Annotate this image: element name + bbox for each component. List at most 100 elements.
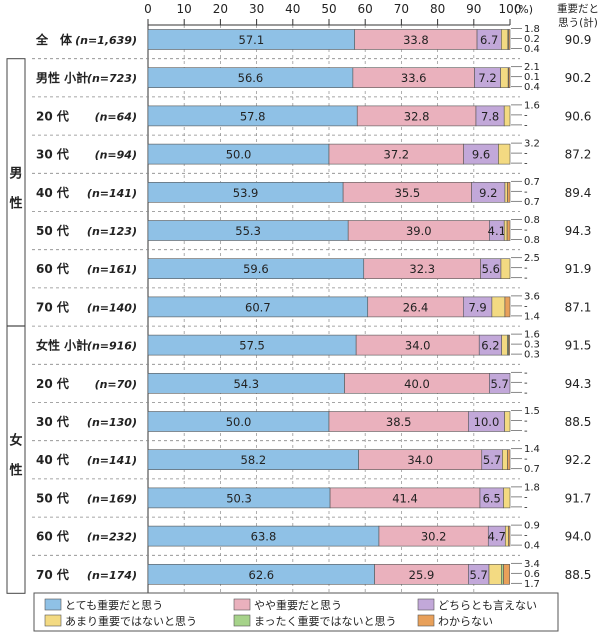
small-value-label: 1.6 — [524, 330, 540, 341]
x-tick-label: 20 — [213, 2, 228, 16]
total-header-line1: 重要だと — [557, 2, 599, 15]
row-label: 50 代 — [36, 223, 69, 238]
row-total-label: 88.5 — [565, 568, 592, 582]
group-bracket — [6, 325, 26, 594]
bar-segment — [507, 182, 511, 203]
legend-swatch — [417, 598, 435, 611]
bar-segment — [504, 296, 511, 318]
bar-value-label: 50.0 — [226, 148, 252, 162]
small-value-label: 3.6 — [524, 291, 540, 302]
small-value-label: 0.3 — [524, 340, 540, 351]
small-value-label: 1.7 — [524, 579, 540, 590]
small-value-label: 1.5 — [524, 406, 540, 417]
bar-segment — [503, 220, 508, 241]
small-value-label: 1.8 — [524, 24, 540, 35]
bar-value-label: 53.9 — [233, 186, 259, 200]
bar-segment — [507, 449, 511, 471]
bar-value-label: 57.5 — [239, 339, 265, 353]
group-label-char: 女 — [9, 433, 22, 449]
bar-segment — [503, 105, 511, 127]
group-bracket — [6, 58, 26, 327]
row-n-label: (n=169) — [87, 492, 137, 505]
small-value-label: - — [524, 110, 528, 121]
bar-value-label: 6.2 — [481, 339, 499, 353]
bar-segment — [501, 563, 504, 585]
legend-label: やや重要だと思う — [254, 598, 342, 612]
bar-segment — [508, 67, 511, 88]
row-label: 60 代 — [36, 529, 69, 544]
row-n-label: (n=123) — [87, 225, 137, 238]
small-value-label: 1.4 — [524, 311, 540, 322]
bar-value-label: 54.3 — [233, 377, 259, 391]
row-n-label: (n=70) — [95, 378, 137, 391]
bar-value-label: 10.0 — [474, 415, 500, 429]
row-label: 50 代 — [36, 490, 69, 505]
row-n-label: (n=232) — [87, 531, 137, 544]
bar-value-label: 33.6 — [401, 71, 427, 85]
x-unit-label: (%) — [514, 3, 533, 16]
bar-value-label: 32.3 — [409, 262, 435, 276]
x-tick-label: 10 — [177, 2, 192, 16]
row-n-label: (n=141) — [87, 454, 137, 467]
x-tick-label: 40 — [285, 2, 300, 16]
small-value-label: 2.1 — [524, 62, 540, 73]
legend-label: どちらとも言えない — [438, 599, 537, 612]
bar-value-label: 7.8 — [481, 109, 499, 123]
bar-value-label: 57.8 — [240, 109, 266, 123]
bar-segment — [501, 29, 509, 50]
x-tick-label: 60 — [358, 2, 373, 16]
small-value-label: - — [524, 502, 528, 513]
bar-row: 60 代 (n=161) 59.6 32.3 5.62.5--91.9 — [32, 249, 592, 284]
row-total-label: 91.9 — [565, 262, 592, 276]
row-total-label: 94.3 — [565, 377, 592, 391]
bar-segment — [500, 67, 509, 88]
bar-value-label: 7.2 — [478, 71, 496, 85]
bar-value-label: 62.6 — [249, 568, 275, 582]
legend-label: あまり重要ではないと思う — [65, 614, 197, 628]
bar-segment — [489, 372, 511, 394]
bar-row: 40 代 (n=141) 53.9 35.5 9.2 0.7-0.7 89.4 — [32, 172, 592, 208]
small-value-label: - — [524, 492, 528, 503]
bar-row: 全 体 (n=1,639) 57.1 33.8 6.7 1.80.20.4 90.9 — [35, 24, 591, 55]
row-total-label: 87.2 — [565, 148, 592, 162]
small-value-label: 0.4 — [524, 82, 540, 93]
bar-value-label: 34.0 — [405, 339, 431, 353]
bar-segment — [508, 525, 511, 547]
bar-value-label: 63.8 — [251, 530, 277, 544]
legend-label: わからない — [438, 615, 493, 628]
small-value-label: - — [524, 263, 528, 274]
small-value-label: 0.2 — [524, 34, 540, 45]
bar-segment — [508, 29, 511, 50]
row-total-label: 89.4 — [565, 186, 592, 200]
row-total-label: 87.1 — [565, 300, 592, 314]
row-total-label: 94.3 — [565, 224, 592, 238]
bar-rows: 全 体 (n=1,639) 57.1 33.8 6.71.80.20.490.9男性 小… — [32, 24, 591, 590]
bar-row: 40 代 (n=141) 58.2 34.0 5.7 1.4-0.7 92.2 — [32, 440, 591, 475]
row-total-label: 90.2 — [565, 71, 592, 85]
bar-value-label: 50.3 — [226, 491, 252, 505]
legend-swatch — [417, 614, 435, 627]
bar-value-label: 5.7 — [491, 377, 509, 391]
bar-value-label: 5.6 — [482, 262, 500, 276]
x-tick-label: 50 — [321, 2, 336, 16]
row-label: 20 代 — [36, 108, 69, 123]
bar-value-label: 5.7 — [483, 453, 501, 467]
bar-value-label: 39.0 — [406, 224, 432, 238]
bar-segment — [506, 220, 511, 241]
row-label: 40 代 — [36, 185, 69, 200]
small-value-label: - — [524, 301, 528, 312]
row-n-label: (n=140) — [87, 301, 137, 314]
small-value-label: 0.4 — [524, 541, 540, 552]
legend-box — [33, 592, 559, 632]
bar-row: 20 代 (n=70) 54.3 40.0 5.7---94.3 — [32, 363, 592, 399]
small-value-label: - — [524, 454, 528, 465]
row-n-label: (n=723) — [87, 72, 137, 85]
bar-value-label: 56.6 — [238, 71, 264, 85]
small-value-label: - — [524, 388, 528, 399]
small-value-label: - — [524, 225, 528, 236]
bar-value-label: 37.2 — [384, 148, 410, 162]
bar-row: 70 代 (n=140) 60.7 26.4 7.9 3.6-1.4 87.1 — [32, 287, 592, 322]
bar-value-label: 35.5 — [395, 186, 421, 200]
bar-segment — [504, 411, 511, 432]
